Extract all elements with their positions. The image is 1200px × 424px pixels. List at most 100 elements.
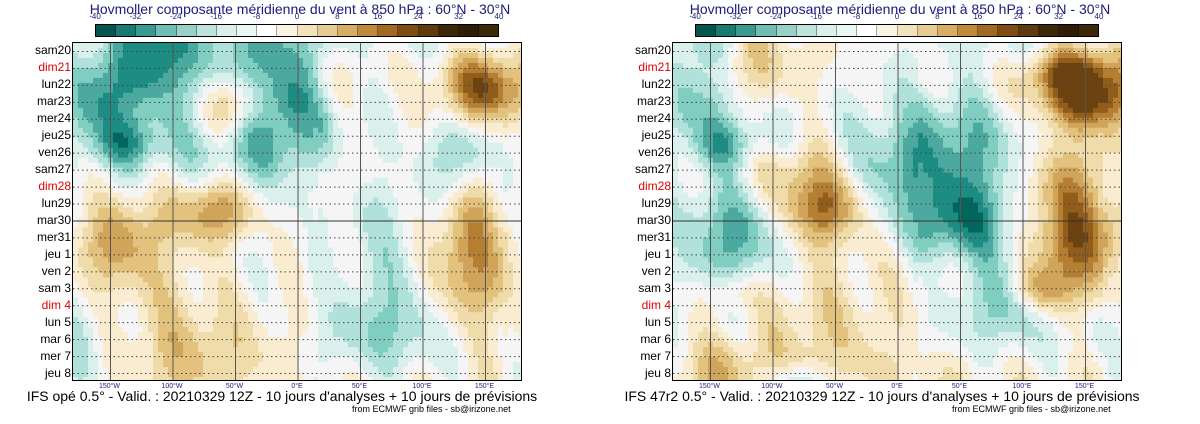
- heatmap-cell: [168, 162, 174, 169]
- heatmap-cell: [438, 87, 444, 94]
- heatmap-cell: [293, 202, 299, 209]
- heatmap-cell: [213, 257, 219, 263]
- heatmap-cell: [208, 57, 214, 64]
- heatmap-cell: [493, 147, 499, 154]
- heatmap-cell: [473, 142, 479, 149]
- heatmap-cell: [143, 182, 149, 189]
- heatmap-cell: [403, 302, 409, 308]
- heatmap-cell: [468, 202, 474, 209]
- heatmap-cell: [473, 107, 479, 114]
- heatmap-cell: [113, 257, 119, 263]
- heatmap-cell: [398, 277, 404, 283]
- heatmap-cell: [498, 92, 504, 99]
- heatmap-cell: [208, 282, 214, 288]
- heatmap-cell: [373, 57, 379, 64]
- heatmap-cell: [373, 217, 379, 224]
- heatmap-cell: [223, 302, 229, 308]
- heatmap-cell: [123, 292, 129, 298]
- heatmap-cell: [473, 302, 479, 308]
- heatmap-cell: [398, 242, 404, 248]
- heatmap-cell: [318, 217, 324, 224]
- heatmap-cell: [323, 237, 329, 244]
- heatmap-cell: [243, 192, 249, 199]
- heatmap-cell: [338, 62, 344, 69]
- heatmap-cell: [238, 247, 244, 253]
- heatmap-cell: [423, 92, 429, 99]
- heatmap-cell: [438, 167, 444, 174]
- heatmap-cell: [318, 212, 324, 219]
- heatmap-cell: [98, 47, 104, 54]
- heatmap-cell: [293, 57, 299, 64]
- heatmap-cell: [218, 97, 224, 104]
- heatmap-cell: [248, 292, 254, 298]
- heatmap-cell: [453, 107, 459, 114]
- heatmap-cell: [218, 222, 224, 229]
- heatmap-cell: [208, 272, 214, 278]
- heatmap-cell: [163, 122, 169, 129]
- heatmap-cell: [303, 62, 309, 69]
- heatmap-cell: [73, 87, 79, 94]
- heatmap-cell: [83, 237, 89, 244]
- heatmap-cell: [433, 297, 439, 303]
- heatmap-cell: [208, 222, 214, 229]
- heatmap-cell: [318, 222, 324, 229]
- heatmap-cell: [388, 132, 394, 139]
- heatmap-cell: [93, 292, 99, 298]
- heatmap-cell: [103, 92, 109, 99]
- heatmap-cell: [468, 192, 474, 199]
- heatmap-cell: [453, 72, 459, 79]
- heatmap-cell: [118, 142, 124, 149]
- heatmap-cell: [248, 237, 254, 244]
- heatmap-cell: [198, 187, 204, 194]
- heatmap-cell: [223, 267, 229, 273]
- heatmap-cell: [468, 127, 474, 134]
- heatmap-cell: [118, 137, 124, 144]
- heatmap-cell: [378, 132, 384, 139]
- heatmap-cell: [408, 267, 414, 273]
- heatmap-cell: [398, 147, 404, 154]
- heatmap-cell: [423, 177, 429, 184]
- heatmap-cell: [113, 312, 119, 318]
- heatmap-cell: [223, 62, 229, 69]
- heatmap-cell: [303, 192, 309, 199]
- heatmap-cell: [223, 177, 229, 184]
- heatmap-cell: [508, 72, 514, 79]
- heatmap-cell: [348, 132, 354, 139]
- heatmap-cell: [518, 272, 521, 278]
- heatmap-cell: [453, 302, 459, 308]
- heatmap-cell: [378, 97, 384, 104]
- heatmap-cell: [88, 97, 94, 104]
- heatmap-cell: [388, 72, 394, 79]
- heatmap-cell: [83, 262, 89, 268]
- heatmap-cell: [398, 67, 404, 74]
- heatmap-cell: [508, 277, 514, 283]
- heatmap-cell: [343, 117, 349, 124]
- heatmap-cell: [73, 197, 79, 204]
- heatmap-cell: [238, 242, 244, 248]
- heatmap-cell: [113, 292, 119, 298]
- heatmap-cell: [188, 77, 194, 84]
- heatmap-cell: [518, 157, 521, 164]
- heatmap-cell: [198, 72, 204, 79]
- heatmap-cell: [268, 242, 274, 248]
- heatmap-cell: [458, 152, 464, 159]
- heatmap-cell: [288, 202, 294, 209]
- heatmap-cell: [138, 102, 144, 109]
- heatmap-cell: [323, 297, 329, 303]
- heatmap-cell: [373, 247, 379, 253]
- heatmap-cell: [498, 302, 504, 308]
- heatmap-cell: [123, 247, 129, 253]
- heatmap-cell: [443, 57, 449, 64]
- heatmap-cell: [398, 302, 404, 308]
- heatmap-cell: [118, 237, 124, 244]
- heatmap-cell: [253, 282, 259, 288]
- heatmap-cell: [288, 132, 294, 139]
- heatmap-cell: [518, 112, 521, 119]
- heatmap-cell: [498, 262, 504, 268]
- heatmap-cell: [333, 202, 339, 209]
- heatmap-cell: [368, 207, 374, 214]
- heatmap-cell: [118, 167, 124, 174]
- heatmap-cell: [498, 43, 504, 49]
- heatmap-cell: [298, 277, 304, 283]
- heatmap-cell: [73, 217, 79, 224]
